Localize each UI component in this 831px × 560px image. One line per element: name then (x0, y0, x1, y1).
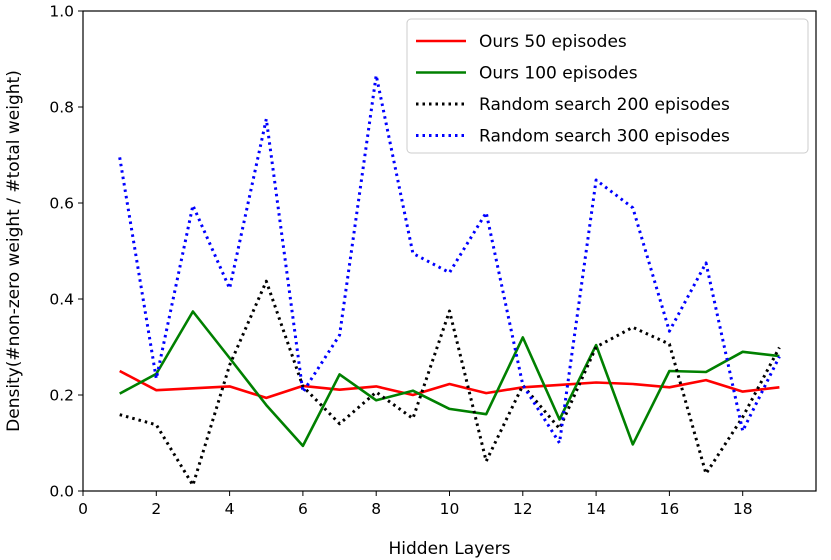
y-tick-label: 0.0 (49, 483, 74, 501)
y-tick-label: 1.0 (49, 3, 74, 21)
x-tick-label: 2 (151, 500, 161, 518)
legend: Ours 50 episodes Ours 100 episodes Random … (406, 18, 809, 154)
y-tick-label: 0.8 (49, 99, 74, 117)
x-tick-label: 18 (733, 500, 753, 518)
series-line (119, 310, 780, 448)
x-tick-label: 4 (225, 500, 235, 518)
series-line (118, 73, 781, 445)
legend-label: Random search 300 episodes (479, 127, 730, 147)
y-tick-label: 0.6 (49, 195, 74, 213)
series-line (119, 279, 781, 487)
legend-items: Ours 50 episodes Ours 100 episodes Random … (416, 32, 730, 147)
x-tick-label: 8 (371, 500, 381, 518)
y-axis-ticks: 0.0 0.2 0.4 0.6 0.8 1.0 (49, 3, 83, 501)
legend-label: Ours 50 episodes (479, 32, 627, 52)
y-tick-label: 0.4 (49, 291, 74, 309)
legend-label: Random search 200 episodes (479, 95, 730, 115)
x-tick-label: 6 (298, 500, 308, 518)
legend-box (406, 18, 809, 154)
x-axis-label: Hidden Layers (389, 539, 511, 559)
x-tick-label: 10 (440, 500, 460, 518)
x-tick-label: 12 (513, 500, 533, 518)
x-axis-ticks: 0 2 4 6 8 10 12 14 16 18 (78, 491, 753, 518)
series-line (119, 369, 780, 400)
x-tick-label: 16 (660, 500, 680, 518)
x-tick-label: 0 (78, 500, 88, 518)
series-layer (118, 73, 781, 487)
x-tick-label: 14 (586, 500, 606, 518)
y-tick-label: 0.2 (49, 387, 74, 405)
y-axis-label: Density(#non-zero weight / #total weight… (4, 70, 24, 432)
legend-label: Ours 100 episodes (479, 64, 638, 84)
